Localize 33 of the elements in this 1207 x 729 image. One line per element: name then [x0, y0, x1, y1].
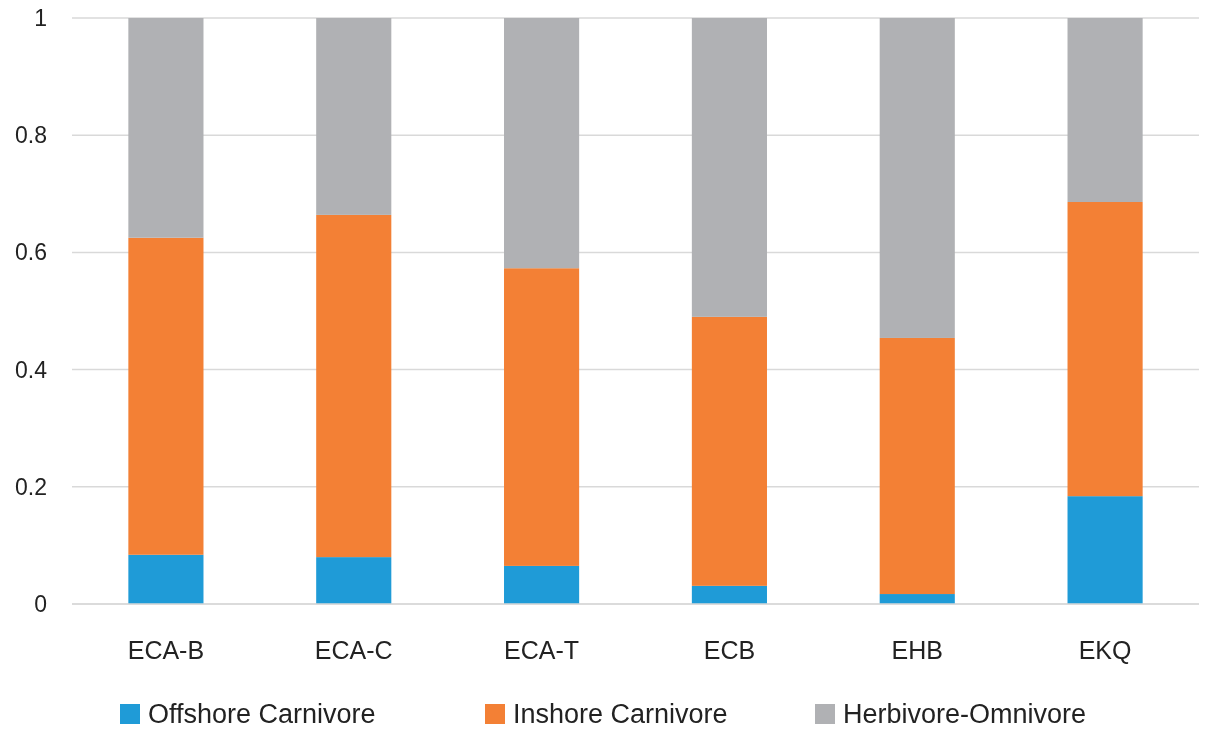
bar — [691, 316, 767, 586]
bar — [1067, 496, 1143, 604]
y-tick-label: 0.2 — [15, 473, 47, 500]
x-tick-label: ECB — [703, 636, 756, 664]
bar — [316, 18, 392, 215]
bar — [879, 337, 955, 595]
bar — [691, 18, 767, 317]
bar — [316, 557, 392, 604]
legend-label: Inshore Carnivore — [513, 699, 728, 729]
y-tick-label: 1 — [34, 5, 47, 31]
bar — [316, 214, 392, 558]
y-tick-label: 0.6 — [15, 239, 47, 266]
bar — [879, 594, 955, 604]
bar — [879, 18, 955, 338]
x-tick-label: EHB — [891, 636, 943, 664]
x-tick-label: ECA-B — [127, 636, 205, 664]
y-tick-label: 0.4 — [15, 356, 48, 383]
bar — [128, 237, 204, 555]
x-tick-label: ECA-T — [504, 636, 580, 664]
bar — [504, 268, 580, 566]
x-tick-label: EKQ — [1078, 636, 1132, 664]
x-tick-label: ECA-C — [314, 636, 393, 664]
legend-label: Herbivore-Omnivore — [843, 699, 1087, 729]
bar — [504, 18, 580, 269]
bar — [691, 585, 767, 604]
legend-label: Offshore Carnivore — [148, 699, 376, 729]
y-tick-label: 0.8 — [15, 122, 47, 149]
bar — [1067, 202, 1143, 497]
y-tick-label: 0 — [34, 591, 47, 617]
bar — [128, 554, 204, 604]
bar — [128, 18, 204, 238]
bar — [504, 565, 580, 604]
bar — [1067, 18, 1143, 202]
